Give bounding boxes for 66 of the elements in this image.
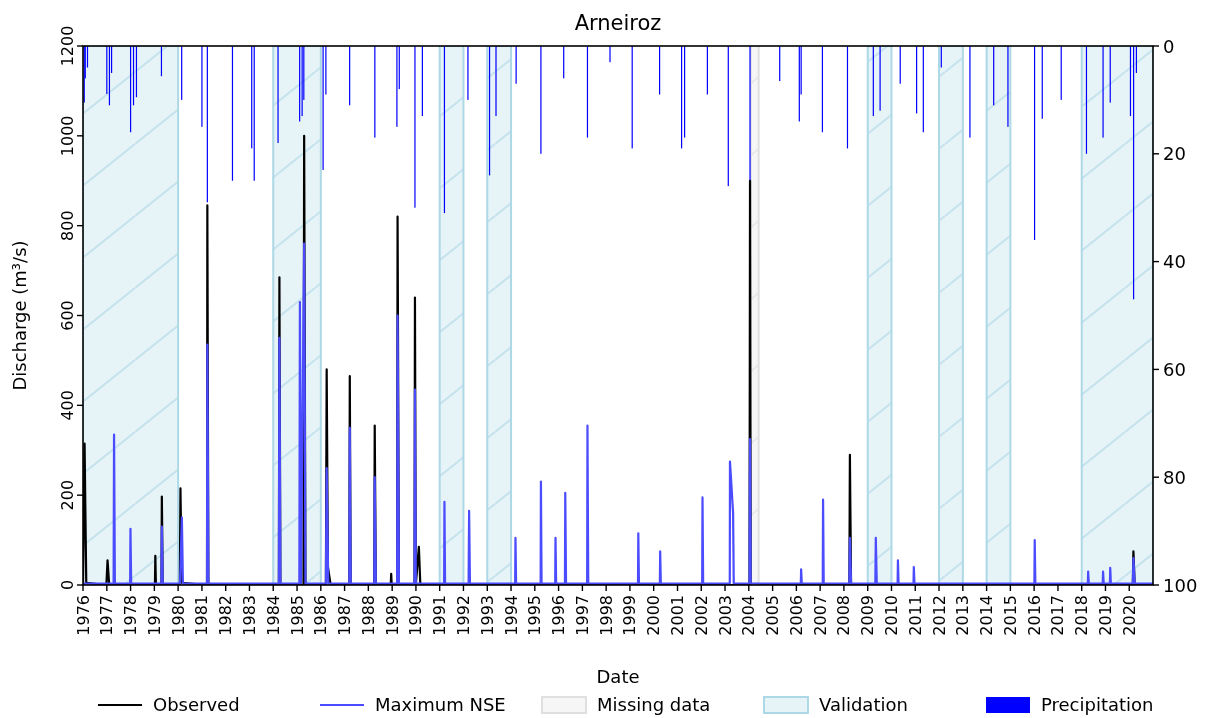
y2-tick-label: 60 [1163,358,1186,380]
legend-label: Validation [819,694,908,715]
x-tick-label: 1985 [287,595,307,636]
y-tick-label: 600 [58,300,77,331]
y-tick-label: 0 [58,579,77,591]
legend-label: Missing data [597,694,711,715]
x-tick-label: 2000 [644,595,664,636]
x-tick-label: 2010 [881,595,901,636]
y2-tick-label: 40 [1163,251,1186,273]
x-tick-label: 2012 [929,595,949,636]
y-tick-label: 200 [58,479,77,511]
y-tick-label: 1000 [58,115,77,157]
x-tick-label: 1987 [335,595,355,636]
y2-tick-label: 80 [1163,466,1186,488]
y2-tick-label: 0 [1163,35,1175,57]
x-tick-label: 1976 [73,595,93,636]
legend-label: Precipitation [1041,694,1154,715]
x-tick-label: 1993 [477,595,497,636]
x-tick-label: 1999 [620,595,640,636]
chart-title: Arneiroz [574,11,662,35]
x-tick-label: 1992 [453,595,473,636]
x-tick-label: 2013 [953,595,973,636]
x-tick-label: 1996 [549,595,569,636]
x-tick-label: 1995 [525,595,545,636]
y-tick-label: 1200 [58,25,77,67]
x-tick-label: 1989 [382,595,402,636]
x-tick-label: 1983 [239,595,259,636]
x-tick-label: 1977 [97,595,117,636]
x-tick-label: 2007 [810,595,830,636]
legend-label: Observed [153,694,240,715]
x-tick-label: 2017 [1048,595,1068,636]
x-tick-label: 2001 [668,595,687,636]
x-tick-label: 2019 [1095,595,1115,636]
x-tick-label: 1986 [311,595,331,636]
x-tick-label: 1988 [358,595,378,636]
x-tick-label: 1994 [501,595,521,636]
x-tick-label: 1984 [263,595,283,636]
x-tick-label: 1981 [192,595,212,636]
y-tick-label: 400 [58,390,77,421]
x-tick-label: 2011 [905,595,925,636]
x-tick-label: 1978 [121,595,141,636]
x-tick-label: 2020 [1119,595,1139,636]
x-tick-label: 1991 [430,595,450,636]
x-tick-label: 2009 [858,595,878,636]
y2-tick-label: 100 [1163,574,1198,596]
x-tick-label: 2005 [763,595,783,636]
x-tick-label: 1997 [572,595,592,636]
x-tick-label: 1990 [406,595,426,636]
x-axis-title: Date [596,666,640,687]
x-tick-label: 2014 [977,595,997,636]
legend-label: Maximum NSE [375,694,506,715]
x-tick-label: 1979 [144,595,164,636]
x-tick-label: 2008 [834,595,854,636]
y-tick-label: 800 [58,210,77,241]
y2-tick-label: 20 [1163,143,1186,165]
x-tick-label: 2004 [739,595,759,636]
x-tick-label: 2002 [691,595,711,636]
x-tick-label: 2003 [715,595,735,636]
y-axis-title: Discharge (m³/s) [9,240,30,391]
x-tick-label: 2015 [1000,595,1020,636]
x-tick-label: 2016 [1024,595,1044,636]
x-tick-label: 1980 [168,595,188,636]
x-tick-label: 2018 [1072,595,1092,636]
x-tick-label: 2006 [786,595,806,636]
x-tick-label: 1998 [596,595,616,636]
x-tick-label: 1982 [216,595,236,636]
